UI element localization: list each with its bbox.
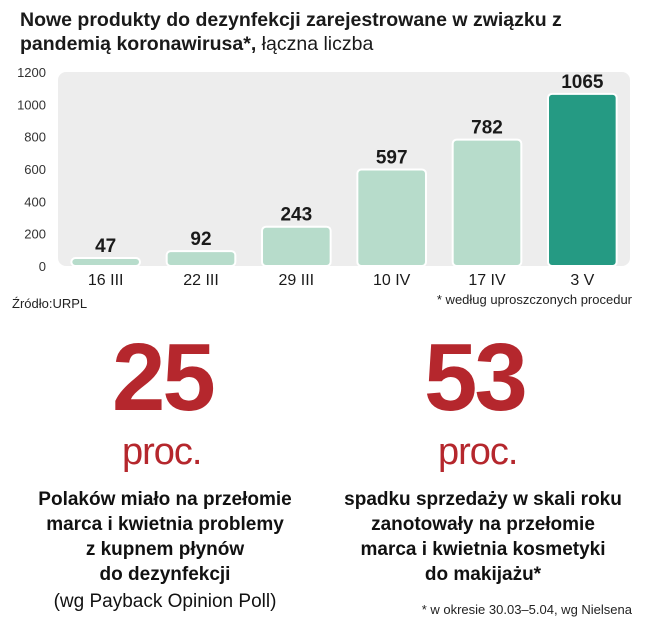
stat-desc-2-line: marca i kwietnia kosmetyki	[360, 539, 606, 560]
stat-unit-2: proc.	[438, 431, 518, 473]
y-tick-label: 1200	[17, 65, 46, 80]
stat-footnote: * w okresie 30.03–5.04, wg Nielsena	[421, 602, 632, 617]
stat-number-1: 25	[112, 324, 216, 431]
y-tick-label: 200	[24, 227, 46, 242]
y-tick-label: 600	[24, 162, 46, 177]
plot-background	[58, 72, 630, 266]
bar-value-label: 243	[280, 205, 312, 226]
x-tick-label: 3 V	[570, 272, 594, 289]
stat-desc-1: Polaków miało na przełomie marca i kwiet…	[10, 487, 320, 587]
bar	[451, 138, 523, 267]
y-tick-label: 400	[24, 194, 46, 209]
bar	[261, 225, 332, 267]
y-tick-label: 1000	[17, 97, 46, 112]
title-suffix: łączna liczba	[256, 33, 374, 55]
x-tick-label: 10 IV	[373, 272, 411, 289]
stat-desc-2-line: zanotowały na przełomie	[371, 514, 595, 535]
y-tick-label: 800	[24, 130, 46, 145]
bar-value-label: 47	[95, 236, 116, 257]
x-tick-label: 29 III	[279, 272, 315, 289]
bar	[70, 257, 141, 267]
bar-value-label: 1065	[561, 72, 604, 93]
chart-title: Nowe produkty do dezynfekcji zarejestrow…	[20, 8, 640, 56]
stat-desc-2-line: spadku sprzedaży w skali roku	[344, 489, 622, 510]
x-tick-label: 17 IV	[468, 272, 506, 289]
bar	[547, 92, 618, 268]
stat-source-1: (wg Payback Opinion Poll)	[53, 591, 277, 612]
stat-number-2: 53	[424, 324, 528, 431]
stat-desc-1-line: Polaków miało na przełomie	[38, 489, 292, 510]
stat-desc-2: spadku sprzedaży w skali roku zanotowały…	[318, 487, 648, 587]
chart-footnote: * według uproszczonych procedur	[436, 292, 632, 307]
bar	[165, 250, 237, 267]
bar	[356, 168, 427, 267]
bar-value-label: 782	[471, 118, 503, 139]
stat-desc-1-line: z kupnem płynów	[85, 539, 245, 560]
bar-value-label: 597	[376, 147, 408, 168]
title-main: Nowe produkty do dezynfekcji zarejestrow…	[20, 9, 562, 55]
stat-desc-1-line: do dezynfekcji	[99, 564, 231, 585]
stat-desc-2-line: do makijażu*	[424, 564, 542, 585]
y-tick-label: 0	[39, 259, 46, 274]
source-label: Źródło:URPL	[12, 296, 88, 311]
x-tick-label: 16 III	[88, 272, 124, 289]
stat-unit-1: proc.	[122, 431, 202, 473]
bar-chart: 0 200 400 600 800 1000 1200 47 16 III 92 22 III 243…	[17, 65, 630, 289]
x-tick-label: 22 III	[183, 272, 219, 289]
bar-value-label: 92	[190, 229, 211, 250]
stat-desc-1-line: marca i kwietnia problemy	[46, 514, 284, 535]
